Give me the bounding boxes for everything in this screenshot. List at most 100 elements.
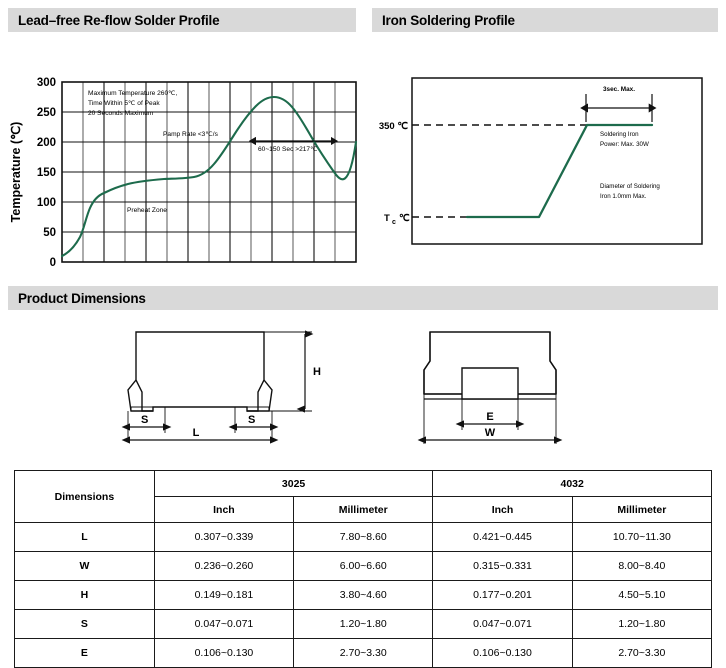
table-cell: 0.106~0.130 <box>432 638 573 668</box>
dimension-label-s-right: S <box>248 414 255 426</box>
y-tick: 150 <box>37 167 56 179</box>
iron-profile-curve <box>465 123 654 219</box>
side-left-terminal <box>127 379 153 412</box>
section-header-iron: Iron Soldering Profile <box>372 8 718 32</box>
table-cell: 0.177~0.201 <box>432 580 573 610</box>
dimension-s-right: S <box>228 407 279 442</box>
y-label-tc: T c ℃ <box>384 213 410 226</box>
table-cell: 4.50~5.10 <box>571 580 713 610</box>
iron-notes: Soldering Iron Power: Max. 30W Diameter … <box>600 131 660 200</box>
table-cell: 1.20~1.80 <box>571 609 713 639</box>
dimension-l: L <box>121 427 279 444</box>
side-right-terminal <box>247 379 273 412</box>
reflow-chart-svg: 300 250 200 150 100 50 0 0 1.0 2.0 3.0 4… <box>9 77 358 266</box>
section-title-iron: Iron Soldering Profile <box>382 12 515 28</box>
table-cell: 6.00~6.60 <box>293 551 434 581</box>
table-cell: 3.80~4.60 <box>293 580 434 610</box>
table-subheader-inch-3025: Inch <box>153 496 295 523</box>
annotation-max-temp-line3: 20 Seconds Maximum <box>88 110 154 117</box>
table-row: E 0.106~0.130 2.70~3.30 0.106~0.130 2.70… <box>14 638 713 668</box>
dimension-h: H <box>264 330 321 413</box>
product-dimension-drawings: H S S L <box>0 318 726 464</box>
iron-plot-frame <box>411 77 703 245</box>
drawings-svg: H S S L <box>121 330 563 444</box>
table-cell: 0.149~0.181 <box>153 580 295 610</box>
y-tick: 100 <box>37 197 56 209</box>
y-label-tc-unit: ℃ <box>399 213 410 224</box>
table-cell: 7.80~8.60 <box>293 522 434 552</box>
section-title-reflow: Lead–free Re-flow Solder Profile <box>18 12 220 28</box>
reflow-annotations: Maximum Temperature 260℃, Time Within 5℃… <box>88 90 318 214</box>
note-diameter-line2: Iron 1.0mm Max. <box>600 193 647 200</box>
dimension-label-w: W <box>485 427 496 439</box>
table-row-label: H <box>14 580 155 610</box>
plot-grid <box>61 81 357 263</box>
section-title-dimensions: Product Dimensions <box>18 290 146 306</box>
product-dimensions-table: Dimensions 3025 4032 Inch Millimeter Inc… <box>14 470 713 668</box>
side-view-drawing <box>127 331 273 412</box>
note-soldering-iron-line2: Power: Max. 30W <box>600 141 649 148</box>
dimension-w: W <box>417 394 563 444</box>
table-subheader-inch-4032: Inch <box>432 496 573 523</box>
annotation-3sec-max: 3sec. Max. <box>603 86 635 93</box>
table-header-group-row: Dimensions 3025 4032 <box>14 470 712 523</box>
table-row-label: E <box>14 638 155 668</box>
dimension-label-e: E <box>486 411 493 423</box>
table-cell: 0.307~0.339 <box>153 522 295 552</box>
y-label-tc-main: T <box>384 213 390 224</box>
note-soldering-iron-line1: Soldering Iron <box>600 131 639 138</box>
side-left-terminal-inner <box>130 406 153 411</box>
y-label-tc-sub: c <box>392 219 396 226</box>
end-left-bevel <box>423 332 431 394</box>
table-header-sub-row: Inch Millimeter Inch Millimeter <box>15 496 713 523</box>
table-cell: 0.421~0.445 <box>432 522 573 552</box>
reflow-solder-profile-chart: 300 250 200 150 100 50 0 0 1.0 2.0 3.0 4… <box>0 36 370 266</box>
y-tick: 0 <box>50 257 56 266</box>
dimension-label-h: H <box>313 366 321 378</box>
section-header-dimensions: Product Dimensions <box>8 286 718 310</box>
side-right-terminal-inner <box>247 406 270 411</box>
annotation-max-temp-line1: Maximum Temperature 260℃, <box>88 90 178 97</box>
table-row: H 0.149~0.181 3.80~4.60 0.177~0.201 4.50… <box>14 580 713 610</box>
table-subheader-mm-3025: Millimeter <box>293 496 434 523</box>
dimension-s-left: S <box>121 407 172 442</box>
annotation-preheat-zone: Preheat Zone <box>127 207 167 214</box>
table-header-dimensions: Dimensions <box>14 470 155 523</box>
dimension-e: E <box>455 399 525 430</box>
table-row: L 0.307~0.339 7.80~8.60 0.421~0.445 10.7… <box>14 522 713 552</box>
end-center-terminal <box>461 367 519 400</box>
annotation-ramp-rate: Pamp Rate <3℃/s <box>163 131 219 138</box>
table-row-label: W <box>14 551 155 581</box>
table-cell: 0.106~0.130 <box>153 638 295 668</box>
dimension-label-s-left: S <box>141 414 148 426</box>
y-axis-title: Temperature (℃) <box>9 122 23 223</box>
y-tick: 200 <box>37 137 56 149</box>
table-cell: 2.70~3.30 <box>293 638 434 668</box>
table-cell: 0.047~0.071 <box>432 609 573 639</box>
end-view-drawing <box>423 331 557 400</box>
side-body-outline <box>135 331 265 412</box>
section-header-reflow: Lead–free Re-flow Solder Profile <box>8 8 356 32</box>
y-tick: 300 <box>37 77 56 89</box>
iron-chart-svg: 350 ℃ T c ℃ 3sec. Max. Soldering Iron Po… <box>379 77 703 245</box>
end-right-bevel <box>549 332 557 394</box>
table-header-group-4032: 4032 <box>432 470 712 497</box>
iron-soldering-profile-chart: 350 ℃ T c ℃ 3sec. Max. Soldering Iron Po… <box>372 36 726 266</box>
table-row: W 0.236~0.260 6.00~6.60 0.315~0.331 8.00… <box>14 551 713 581</box>
y-tick: 50 <box>43 227 56 239</box>
table-cell: 8.00~8.40 <box>571 551 713 581</box>
table-subheader-mm-4032: Millimeter <box>571 496 713 523</box>
table-row-label: L <box>14 522 155 552</box>
annotation-time-above-217: 60~150 Sec >217℃ <box>258 146 318 153</box>
table-cell: 0.047~0.071 <box>153 609 295 639</box>
table-cell: 10.70~11.30 <box>571 522 713 552</box>
table-row-label: S <box>14 609 155 639</box>
table-cell: 1.20~1.80 <box>293 609 434 639</box>
y-label-350c: 350 ℃ <box>379 121 408 132</box>
table-cell: 2.70~3.30 <box>571 638 713 668</box>
dimension-label-l: L <box>193 427 200 439</box>
y-tick: 250 <box>37 107 56 119</box>
three-sec-span: 3sec. Max. <box>580 86 657 122</box>
annotation-max-temp-line2: Time Within 5℃ of Peak <box>88 100 160 107</box>
